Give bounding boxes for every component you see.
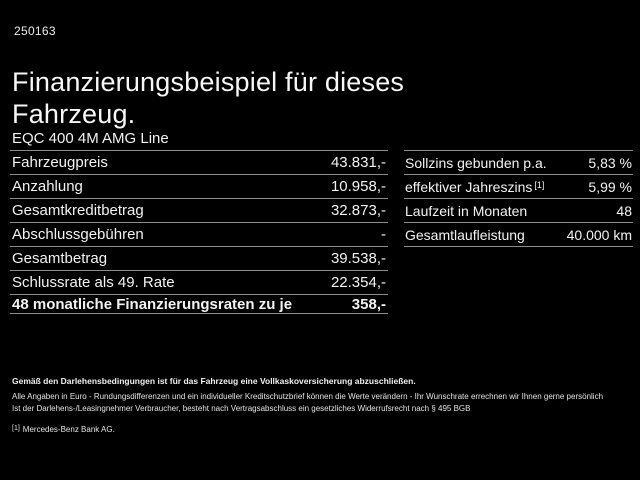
row-label: Anzahlung [12, 178, 83, 195]
table-row-monatsrate-total: 48 monatliche Finanzierungsraten zu je 3… [10, 295, 388, 314]
row-label: Gesamtkreditbetrag [12, 202, 144, 219]
footnote-marker: [1] [534, 179, 545, 190]
row-label: 48 monatliche Finanzierungsraten zu je [12, 295, 293, 313]
table-row-gesamtkreditbetrag: Gesamtkreditbetrag 32.873,- [10, 199, 388, 223]
footnote-marker: [1] [12, 424, 20, 432]
footnotes: Gemäß den Darlehensbedingungen ist für d… [12, 375, 640, 437]
vehicle-model: EQC 400 4M AMG Line [10, 130, 388, 151]
row-value: 32.873,- [330, 202, 386, 219]
table-row-laufzeit: Laufzeit in Monaten 48 [404, 199, 633, 223]
footnote-withdrawal: Ist der Darlehens-/Leasingnehmer Verbrau… [12, 404, 471, 413]
footnote-insurance: Gemäß den Darlehensbedingungen ist für d… [12, 376, 416, 386]
row-label: Sollzins gebunden p.a. [405, 154, 547, 171]
row-label: Gesamtlaufleistung [405, 226, 525, 243]
row-value: 5,83 % [588, 154, 632, 171]
table-row-schlussrate: Schlussrate als 49. Rate 22.354,- [10, 271, 388, 295]
row-label: Schlussrate als 49. Rate [12, 274, 175, 291]
row-label: effektiver Jahreszins [1] [405, 178, 545, 195]
row-value: 48 [616, 202, 632, 219]
row-value: 43.831,- [330, 154, 386, 171]
conditions-table: Sollzins gebunden p.a. 5,83 % effektiver… [404, 150, 633, 247]
page-title: Finanzierungsbeispiel für dieses Fahrzeu… [12, 67, 405, 130]
table-row-abschlussgebuehren: Abschlussgebühren - [10, 223, 388, 247]
footnote-bank: [1] Mercedes-Benz Bank AG. [12, 424, 115, 434]
row-value: 5,99 % [588, 178, 632, 195]
row-value: 22.354,- [330, 274, 386, 291]
table-row-fahrzeugpreis: Fahrzeugpreis 43.831,- [10, 151, 388, 175]
table-row-sollzins: Sollzins gebunden p.a. 5,83 % [404, 151, 633, 175]
row-value: - [381, 226, 386, 243]
table-row-gesamtbetrag: Gesamtbetrag 39.538,- [10, 247, 388, 271]
footnote-euro: Alle Angaben in Euro - Rundungsdifferenz… [12, 391, 604, 401]
row-label: Laufzeit in Monaten [405, 202, 528, 219]
table-row-anzahlung: Anzahlung 10.958,- [10, 175, 388, 199]
row-value: 10.958,- [330, 178, 386, 195]
table-row-effektiver-jahreszins: effektiver Jahreszins [1] 5,99 % [404, 175, 633, 199]
finance-table: EQC 400 4M AMG Line Fahrzeugpreis 43.831… [10, 130, 388, 314]
row-value: 40.000 km [566, 226, 632, 243]
row-label: Fahrzeugpreis [12, 154, 108, 171]
table-row-gesamtlaufleistung: Gesamtlaufleistung 40.000 km [404, 223, 633, 247]
job-number: 250163 [14, 24, 56, 38]
row-label: Abschlussgebühren [12, 226, 144, 243]
row-value: 358,- [351, 295, 386, 313]
row-value: 39.538,- [330, 250, 386, 267]
row-label: Gesamtbetrag [12, 250, 108, 267]
